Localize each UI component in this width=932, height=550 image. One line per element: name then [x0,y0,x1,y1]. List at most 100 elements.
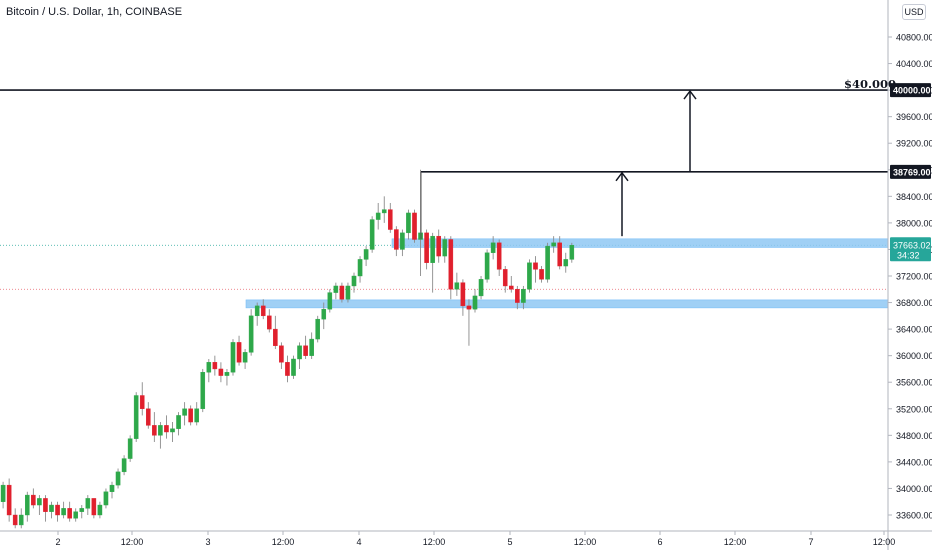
candle-up [170,428,175,433]
candle-down [424,232,429,263]
candle-up [109,484,115,492]
time-tick-label: 12:00 [423,537,446,547]
price-tick-label: 38400.00 [896,192,932,202]
candle-down [67,508,72,519]
candle-up [472,295,478,310]
candle-up [206,362,212,373]
candle-up [115,471,121,486]
price-tick-label: 39600.00 [896,112,932,122]
candle-up [194,408,200,423]
candle-up [121,458,127,473]
candle-up [158,425,163,436]
candle-down [91,498,97,516]
time-tick-label: 7 [808,537,813,547]
candle-down [12,514,18,526]
candle-down [139,395,145,409]
candle-up [363,249,369,260]
time-tick-label: 12:00 [873,537,896,547]
last-price-tag-bg [890,237,931,262]
candle-down [260,305,266,317]
candle-up [61,508,66,516]
price-tick-label: 34400.00 [896,457,932,467]
candle-down [515,289,520,303]
price-tick-label: 39200.00 [896,139,932,149]
price-tick-label: 35200.00 [896,404,932,414]
candle-down [285,362,290,376]
target-price-tag: 40000.00 [893,86,931,96]
candle-up [79,508,85,512]
candle-up [454,282,460,290]
candle-up [321,308,327,320]
candle-down [55,504,60,516]
candle-down [339,285,345,300]
candlestick-series [0,169,575,529]
currency-button[interactable]: USD [902,4,926,20]
price-tick-label: 34800.00 [896,431,932,441]
target-price-tag-bg [890,83,931,98]
price-tick-label: 36800.00 [896,298,932,308]
candle-up [381,209,387,214]
price-tick-label: 37200.00 [896,272,932,282]
candle-up [291,358,296,376]
breakout-price-tag-bg [890,164,931,179]
candle-up [18,514,24,526]
candle-up [345,285,351,300]
candle-up [133,395,139,439]
candle-down [218,368,224,376]
candle-down [6,484,12,516]
candle-down [412,212,417,240]
time-tick-label: 5 [507,537,512,547]
candle-up [297,345,302,360]
candle-up [563,259,569,267]
candle-down [212,362,218,370]
candle-down [448,239,454,290]
candle-down [43,498,48,512]
candle-up [551,242,556,247]
candle-up [73,511,78,519]
candle-up [545,245,550,280]
price-tick-label: 40800.00 [896,33,932,43]
price-zone [391,238,889,248]
candle-up [85,498,91,509]
price-tick-label: 33600.00 [896,511,932,521]
candle-up [484,252,490,280]
time-tick-label: 12:00 [574,537,597,547]
price-tick-label: 36000.00 [896,351,932,361]
time-tick-label: 12:00 [272,537,295,547]
price-tick-label: 38000.00 [896,218,932,228]
candle-up [176,415,181,429]
candle-up [327,292,333,310]
candle-down [31,494,36,506]
candle-down [152,425,157,436]
time-tick-label: 12:00 [121,537,144,547]
breakout-arrow-head [615,171,629,182]
candle-up [315,318,321,340]
candle-up [521,289,526,303]
time-axis[interactable]: 2 12:00 3 12:00 4 12:00 5 12:00 6 12:00 7 12:00 [0,530,932,547]
time-tick-label: 3 [205,537,210,547]
candle-down [460,282,466,307]
candle-up [224,372,230,376]
candle-up [254,305,260,317]
candle-down [145,408,151,426]
candle-up [97,504,103,516]
time-tick-label: 6 [657,537,662,547]
price-axis[interactable]: 33600.00 34000.00 34400.00 34800.00 35200.00… [887,0,932,550]
time-tick-label: 2 [55,537,60,547]
candle-up [200,372,206,409]
candle-up [309,338,314,356]
candle-up [351,275,357,287]
target-price-label: $40.000 [844,77,897,91]
candle-up [569,245,575,260]
candle-down [496,242,502,270]
candle-down [466,305,472,310]
candle-up [400,232,405,250]
candle-down [533,262,538,270]
target-arrow-head [683,89,697,100]
price-tick-label: 34000.00 [896,484,932,494]
candle-up [490,242,496,253]
candle-up [230,342,236,373]
candle-up [182,408,187,416]
last-price-tag: 37663.02 [893,240,931,250]
